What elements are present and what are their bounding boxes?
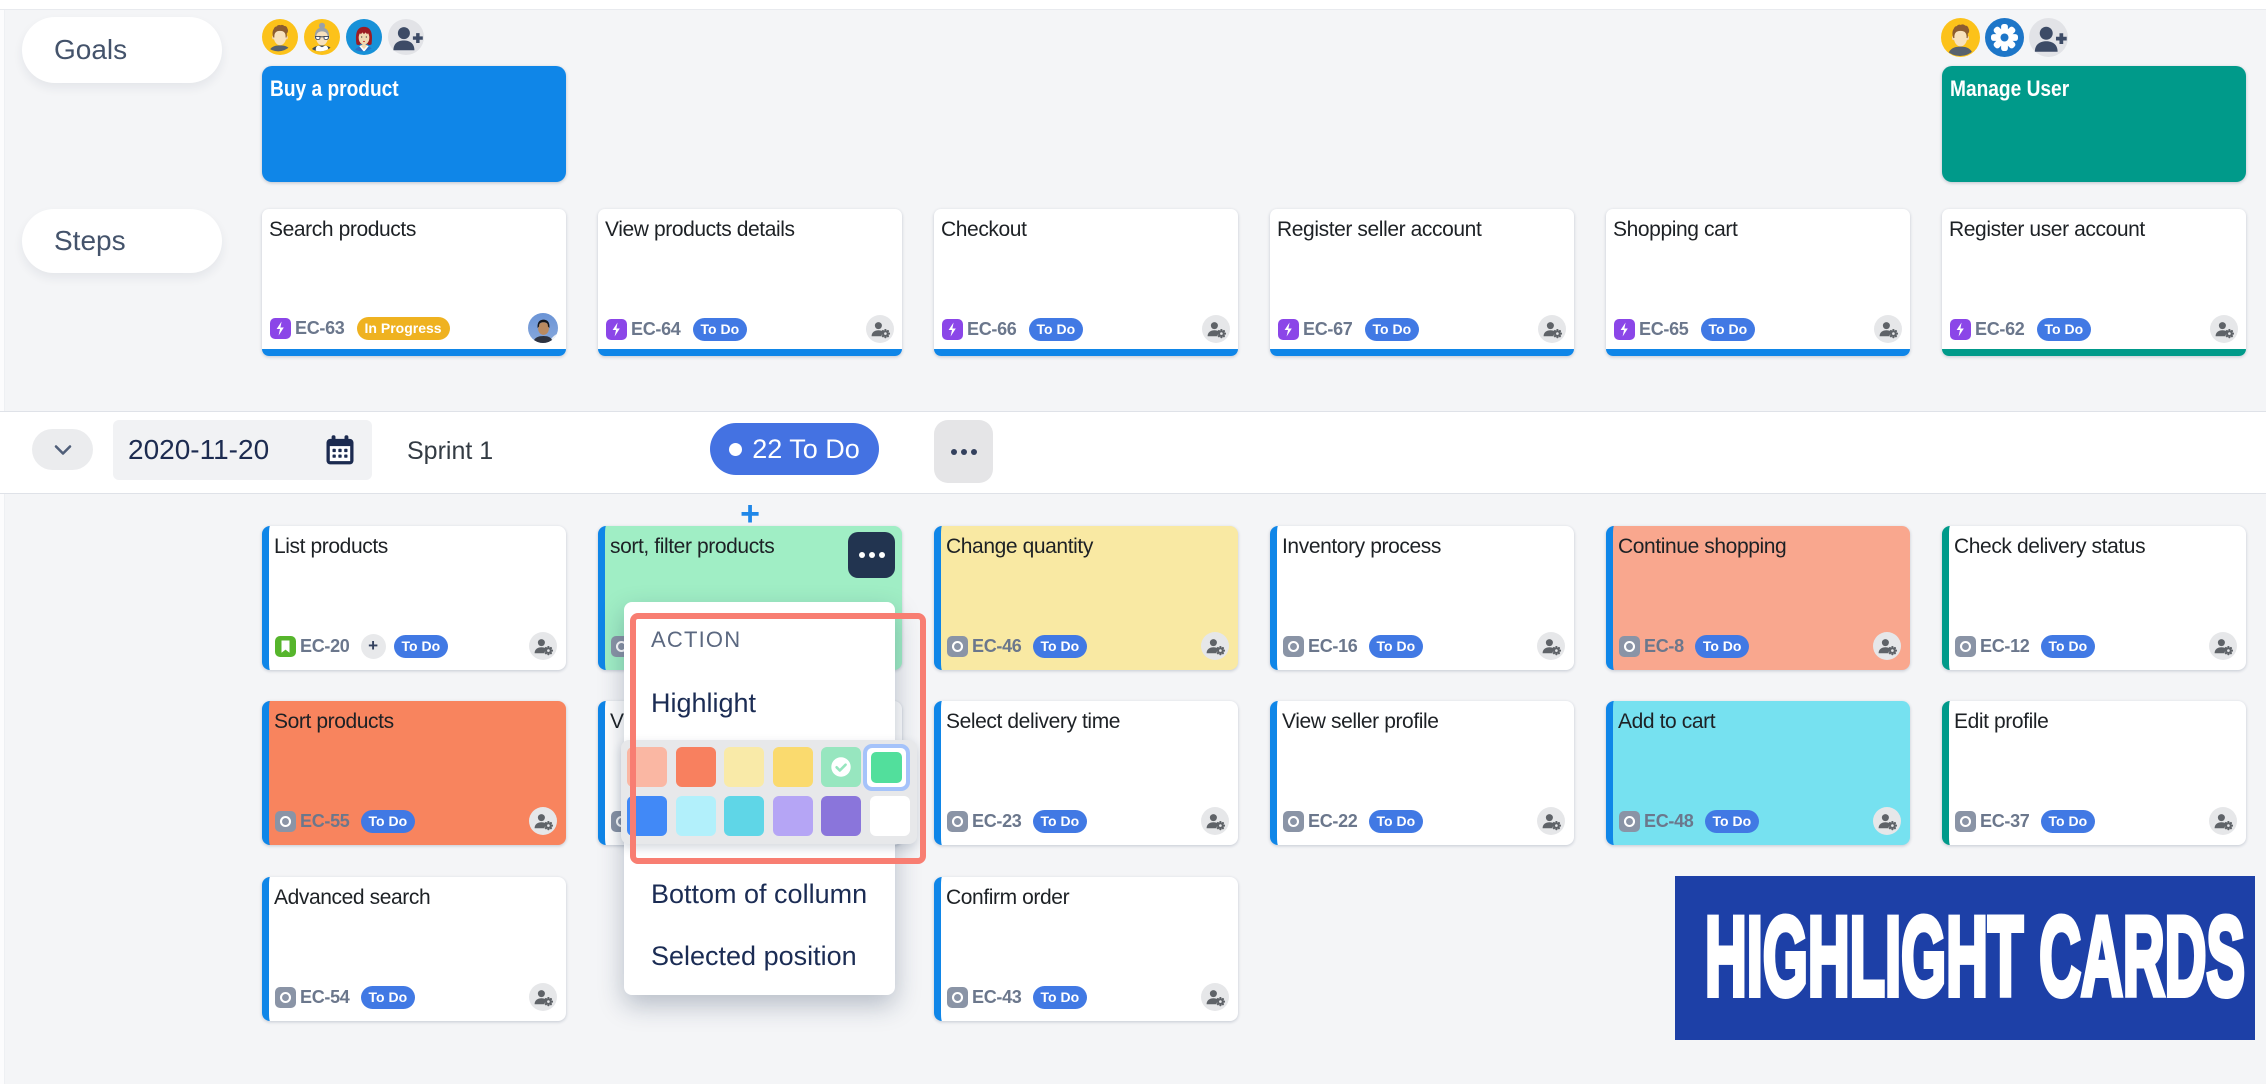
svg-text:HIGHLIGHT CARDS: HIGHLIGHT CARDS: [1705, 894, 2245, 1019]
